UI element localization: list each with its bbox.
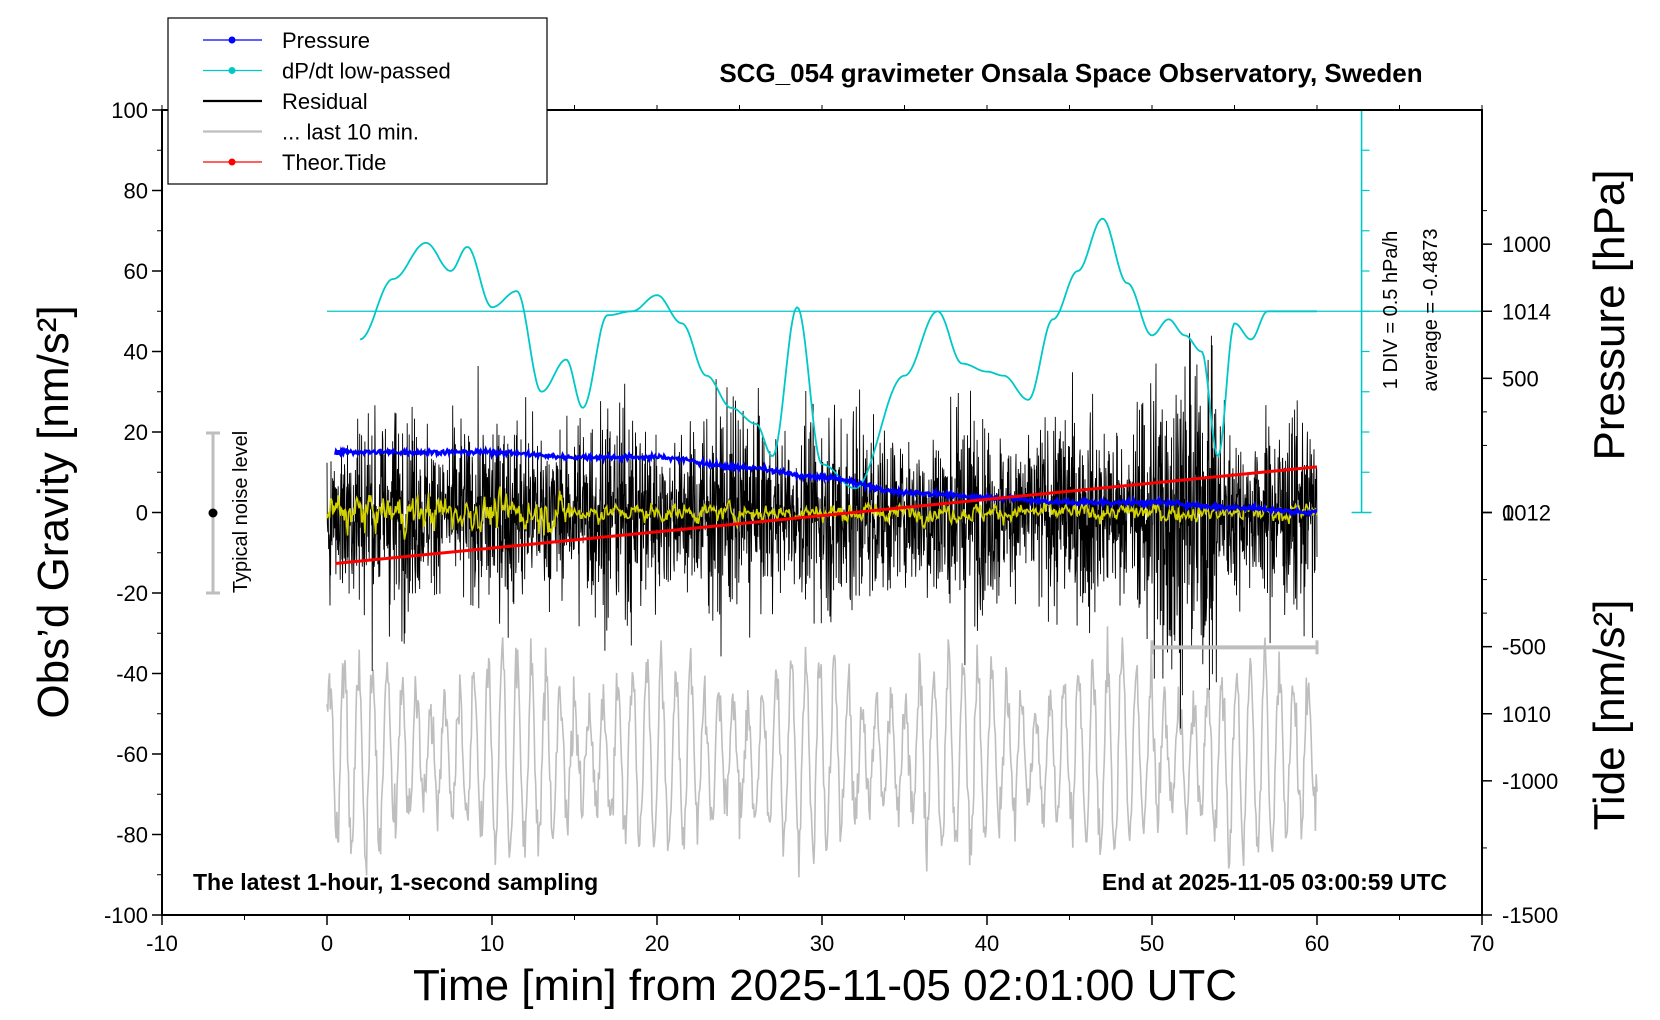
x-tick-label: 20: [645, 931, 669, 956]
x-tick-label: 60: [1305, 931, 1329, 956]
tide-tick-label: 1000: [1502, 232, 1551, 257]
noise-center-dot: [208, 508, 218, 518]
bottom-left-note: The latest 1-hour, 1-second sampling: [193, 869, 598, 895]
legend-item: Theor.Tide: [203, 150, 386, 175]
y-tick-label: -20: [116, 581, 148, 606]
legend-label: ... last 10 min.: [282, 120, 419, 145]
legend-swatch-marker: [228, 158, 236, 166]
series-theor-tide: [335, 465, 1318, 565]
dpdt-scale-label: 1 DIV = 0.5 hPa/h: [1380, 231, 1402, 389]
x-tick-label: 30: [810, 931, 834, 956]
pressure-tick-label: 1012: [1502, 501, 1551, 526]
pressure-tick-label: 1014: [1502, 299, 1551, 324]
y-tick-label: 80: [124, 179, 148, 204]
dpdt-average-label: average = -0.4873: [1420, 229, 1442, 392]
pressure-tick-label: 1010: [1502, 702, 1551, 727]
x-tick-label: 50: [1140, 931, 1164, 956]
noise-label: Typical noise level: [230, 431, 252, 593]
legend-swatch-marker: [228, 67, 236, 74]
legend: Pressure dP/dt low-passed Residual ... last…: [167, 17, 548, 185]
x-tick-label: -10: [146, 931, 178, 956]
tide-tick-label: -1500: [1502, 903, 1558, 928]
legend-item: ... last 10 min.: [203, 120, 419, 145]
legend-item: dP/dt low-passed: [203, 59, 451, 84]
legend-item: Residual: [203, 89, 368, 114]
x-tick-label: 40: [975, 931, 999, 956]
data-layer: [326, 109, 1482, 878]
y-axis-title-pressure: Pressure [hPa]: [1585, 169, 1634, 460]
tide-tick-label: 500: [1502, 366, 1539, 391]
legend-label: Theor.Tide: [282, 150, 386, 175]
series-last10min: [326, 626, 1318, 878]
x-axis-title: Time [min] from 2025-11-05 02:01:00 UTC: [413, 961, 1237, 1010]
legend-label: Pressure: [282, 28, 370, 53]
y-tick-label: 60: [124, 259, 148, 284]
tick-layer: -10 0 10 20 30 40 50 60 70-100-80-60-40-20020406…: [104, 98, 1558, 956]
legend-swatch-marker: [228, 36, 236, 44]
x-tick-label: 10: [480, 931, 504, 956]
series-pressure: [334, 445, 1318, 517]
legend-label: Residual: [282, 89, 368, 114]
y-axis-title-tide: Tide [nm/s²]: [1585, 600, 1634, 831]
legend-label: dP/dt low-passed: [282, 59, 451, 84]
y-tick-label: -60: [116, 742, 148, 767]
bottom-right-note: End at 2025-11-05 03:00:59 UTC: [1102, 869, 1447, 895]
y-axis-title-left: Obs’d Gravity [nm/s²]: [29, 305, 78, 718]
tide-tick-label: 0: [1502, 501, 1514, 526]
noise-level-indicator: Typical noise level: [206, 431, 252, 595]
y-tick-label: 20: [124, 420, 148, 445]
tide-tick-label: -500: [1502, 635, 1546, 660]
y-tick-label: -100: [104, 903, 148, 928]
y-tick-label: -40: [116, 662, 148, 687]
y-tick-label: 40: [124, 340, 148, 365]
legend-item: Pressure: [203, 28, 370, 53]
x-tick-label: 0: [321, 931, 333, 956]
chart-title: SCG_054 gravimeter Onsala Space Observat…: [719, 58, 1422, 88]
y-tick-label: 0: [136, 501, 148, 526]
y-tick-label: -80: [116, 823, 148, 848]
tide-tick-label: -1000: [1502, 769, 1558, 794]
y-tick-label: 100: [111, 98, 148, 123]
x-tick-label: 70: [1470, 931, 1494, 956]
